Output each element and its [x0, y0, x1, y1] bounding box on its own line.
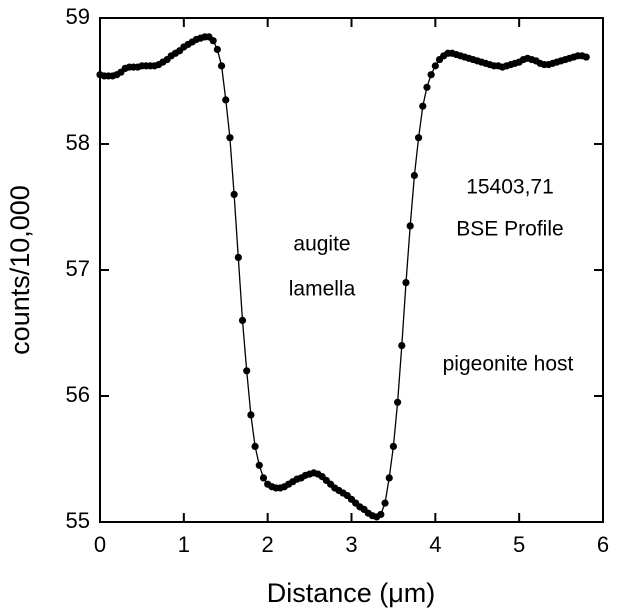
y-tick-label: 55 — [66, 508, 90, 533]
data-point — [255, 461, 263, 469]
data-point — [377, 510, 385, 519]
data-point — [423, 83, 431, 91]
y-tick-label: 56 — [66, 382, 90, 407]
data-point — [381, 499, 389, 507]
data-point — [238, 316, 247, 324]
x-tick-label: 1 — [178, 532, 190, 557]
data-point — [431, 62, 439, 70]
data-point — [427, 71, 435, 79]
data-point — [414, 134, 423, 142]
x-tick-label: 0 — [94, 532, 106, 557]
data-point — [259, 474, 268, 482]
data-point — [234, 253, 242, 261]
data-point — [406, 222, 414, 230]
x-axis-title: Distance (μm) — [267, 578, 436, 608]
data-point — [209, 37, 217, 45]
annotation: pigeonite host — [443, 353, 574, 376]
data-point — [226, 134, 234, 142]
data-point — [247, 411, 255, 419]
data-point — [419, 102, 427, 110]
plot-frame — [99, 17, 604, 523]
annotation: lamella — [289, 278, 356, 301]
data-point — [402, 279, 410, 287]
y-axis-title: counts/10,000 — [5, 185, 35, 355]
data-point — [213, 45, 221, 54]
annotation: BSE Profile — [456, 218, 563, 241]
data-point — [582, 53, 590, 61]
data-point — [385, 474, 393, 482]
data-point — [389, 442, 398, 450]
data-point — [410, 171, 418, 180]
x-tick-label: 6 — [597, 532, 609, 557]
data-point — [243, 367, 251, 375]
annotation: 15403,71 — [466, 176, 554, 199]
annotation: augite — [293, 233, 350, 256]
x-tick-label: 3 — [345, 532, 357, 557]
data-point — [251, 442, 259, 450]
y-tick-label: 59 — [66, 4, 90, 29]
data-point — [222, 96, 230, 104]
data-point — [230, 190, 238, 198]
data-point — [394, 398, 402, 406]
y-tick-label: 57 — [66, 256, 90, 281]
x-tick-label: 2 — [262, 532, 274, 557]
data-point — [217, 62, 226, 70]
x-tick-label: 5 — [513, 532, 525, 557]
y-tick-label: 58 — [66, 130, 90, 155]
data-point — [398, 342, 406, 350]
x-tick-label: 4 — [429, 532, 441, 557]
